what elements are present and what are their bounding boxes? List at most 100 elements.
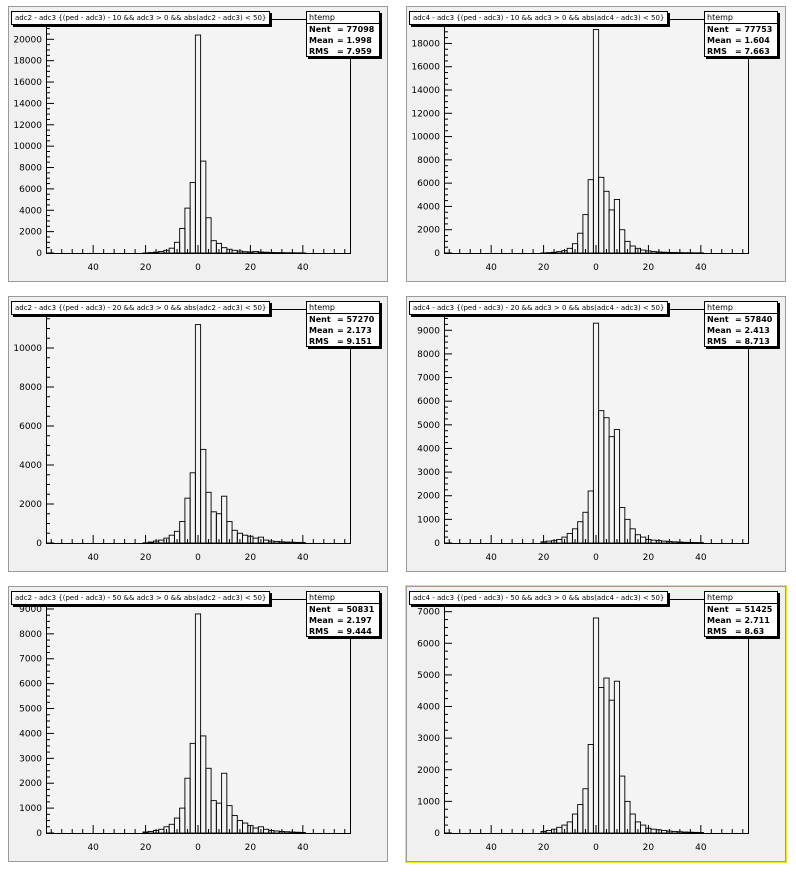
histogram-title: adc4 - adc3 {(ped - adc3) - 20 && adc3 >… <box>409 301 669 315</box>
y-tick-label: 9000 <box>417 326 440 336</box>
y-tick-label: 0 <box>36 539 42 549</box>
x-tick-label: 40 <box>485 263 497 273</box>
stats-entries-label: Nent <box>707 25 729 34</box>
histogram-title: adc4 - adc3 {(ped - adc3) - 10 && adc3 >… <box>409 11 669 25</box>
y-tick-label: 6000 <box>417 179 440 189</box>
stats-mean: Mean = 2.711 <box>707 615 770 626</box>
x-tick-label: 40 <box>695 843 707 853</box>
stats-mean: Mean = 1.604 <box>707 35 770 46</box>
y-tick-label: 3000 <box>19 754 42 764</box>
x-tick-label: 20 <box>245 843 257 853</box>
stats-entries-value: = 77098 <box>337 25 375 34</box>
y-tick-label: 2000 <box>19 779 42 789</box>
y-tick-label: 4000 <box>19 206 42 216</box>
x-tick-label: 0 <box>195 553 201 563</box>
plot-area <box>444 309 749 544</box>
plot-area <box>46 309 351 544</box>
stats-box: htemp Nent = 57270 Mean = 2.173 RMS = 9.151 <box>306 301 380 347</box>
y-tick-label: 0 <box>434 539 440 549</box>
y-tick-label: 1000 <box>417 515 440 525</box>
histogram-pad-6[interactable]: 0 1000 2000 3000 4000 5000 6000 7000 40 20 0 20 40 ad… <box>405 585 787 863</box>
histogram-title: adc2 - adc3 {(ped - adc3) - 50 && adc3 >… <box>11 591 271 605</box>
histogram-bin <box>221 772 228 834</box>
plot-area <box>444 599 749 834</box>
stats-rms-label: RMS <box>309 627 329 636</box>
y-tick-label: 12000 <box>411 109 440 119</box>
histogram-pad-2[interactable]: 0 2000 4000 6000 8000 10000 12000 14000 16000 180… <box>406 6 786 282</box>
y-tick-label: 0 <box>434 249 440 259</box>
y-tick-label: 2000 <box>417 226 440 236</box>
y-tick-label: 16000 <box>13 78 42 88</box>
x-tick-label: 40 <box>87 263 99 273</box>
stats-rms: RMS = 8.713 <box>707 336 770 347</box>
y-tick-label: 10000 <box>411 133 440 143</box>
y-tick-label: 4000 <box>417 202 440 212</box>
stats-mean-label: Mean <box>707 616 732 625</box>
y-tick-label: 2000 <box>417 766 440 776</box>
histogram-bin <box>692 831 699 834</box>
y-tick-label: 8000 <box>417 156 440 166</box>
stats-mean-value: = 2.413 <box>735 326 770 335</box>
stats-rms: RMS = 7.959 <box>309 46 372 57</box>
stats-entries-label: Nent <box>707 605 729 614</box>
stats-mean-label: Mean <box>309 616 334 625</box>
y-tick-label: 6000 <box>417 397 440 407</box>
histogram-title: adc2 - adc3 {(ped - adc3) - 10 && adc3 >… <box>11 11 271 25</box>
x-tick-label: 20 <box>643 553 655 563</box>
x-tick-label: 40 <box>297 263 309 273</box>
histogram-bin <box>221 495 228 544</box>
stats-entries-label: Nent <box>309 605 331 614</box>
histogram-pad-5[interactable]: 0 1000 2000 3000 4000 5000 6000 7000 8000 9000 40 2… <box>8 586 388 862</box>
histogram-title: adc2 - adc3 {(ped - adc3) - 20 && adc3 >… <box>11 301 271 315</box>
stats-rms: RMS = 7.663 <box>707 46 770 57</box>
y-tick-label: 7000 <box>417 608 440 618</box>
stats-entries-value: = 57840 <box>735 315 773 324</box>
stats-mean-value: = 2.197 <box>337 616 372 625</box>
x-tick-label: 40 <box>297 843 309 853</box>
histogram-canvas: 0 1000 2000 3000 4000 5000 6000 7000 8000 9000 40 2… <box>8 586 388 862</box>
stats-rms: RMS = 9.444 <box>309 626 372 637</box>
x-tick-label: 40 <box>695 263 707 273</box>
y-tick-label: 12000 <box>13 121 42 131</box>
stats-rms-label: RMS <box>309 47 329 56</box>
y-tick-label: 0 <box>36 249 42 259</box>
stats-box: htemp Nent = 77098 Mean = 1.998 RMS = 7.959 <box>306 11 380 57</box>
stats-separator <box>705 23 777 24</box>
x-tick-label: 20 <box>538 263 550 273</box>
y-tick-label: 5000 <box>19 705 42 715</box>
stats-entries-value: = 77753 <box>735 25 773 34</box>
stats-rms-value: = 9.151 <box>337 337 372 346</box>
stats-rms-value: = 8.713 <box>735 337 770 346</box>
stats-rms-label: RMS <box>707 47 727 56</box>
y-tick-label: 4000 <box>417 444 440 454</box>
x-tick-label: 40 <box>485 843 497 853</box>
stats-mean-label: Mean <box>309 326 334 335</box>
x-tick-label: 0 <box>195 263 201 273</box>
y-tick-label: 14000 <box>411 86 440 96</box>
histogram-pad-3[interactable]: 0 2000 4000 6000 8000 10000 40 20 0 20 40 adc2 - ad… <box>8 296 388 572</box>
y-tick-label: 3000 <box>417 468 440 478</box>
plot-area <box>444 19 749 254</box>
stats-mean: Mean = 2.173 <box>309 325 372 336</box>
stats-rms-value: = 7.663 <box>735 47 770 56</box>
histogram-pad-4[interactable]: 0 1000 2000 3000 4000 5000 6000 7000 8000 9000 40 2… <box>406 296 786 572</box>
y-tick-label: 2000 <box>19 500 42 510</box>
stats-box: htemp Nent = 50831 Mean = 2.197 RMS = 9.444 <box>306 591 380 637</box>
y-tick-label: 1000 <box>19 804 42 814</box>
x-tick-label: 20 <box>140 843 152 853</box>
histogram-bin <box>263 251 270 254</box>
stats-mean: Mean = 1.998 <box>309 35 372 46</box>
x-tick-label: 20 <box>538 843 550 853</box>
y-tick-label: 9000 <box>19 605 42 615</box>
y-tick-label: 18000 <box>411 39 440 49</box>
histogram-pad-1[interactable]: 0 2000 4000 6000 8000 10000 12000 14000 16000 180… <box>8 6 388 282</box>
y-tick-label: 8000 <box>19 630 42 640</box>
stats-entries-value: = 51425 <box>735 605 773 614</box>
x-tick-label: 40 <box>485 553 497 563</box>
y-tick-label: 2000 <box>417 492 440 502</box>
stats-entries-label: Nent <box>309 25 331 34</box>
stats-rms-value: = 8.63 <box>735 627 765 636</box>
y-tick-label: 1000 <box>417 797 440 807</box>
y-tick-label: 4000 <box>19 461 42 471</box>
y-tick-label: 6000 <box>19 185 42 195</box>
